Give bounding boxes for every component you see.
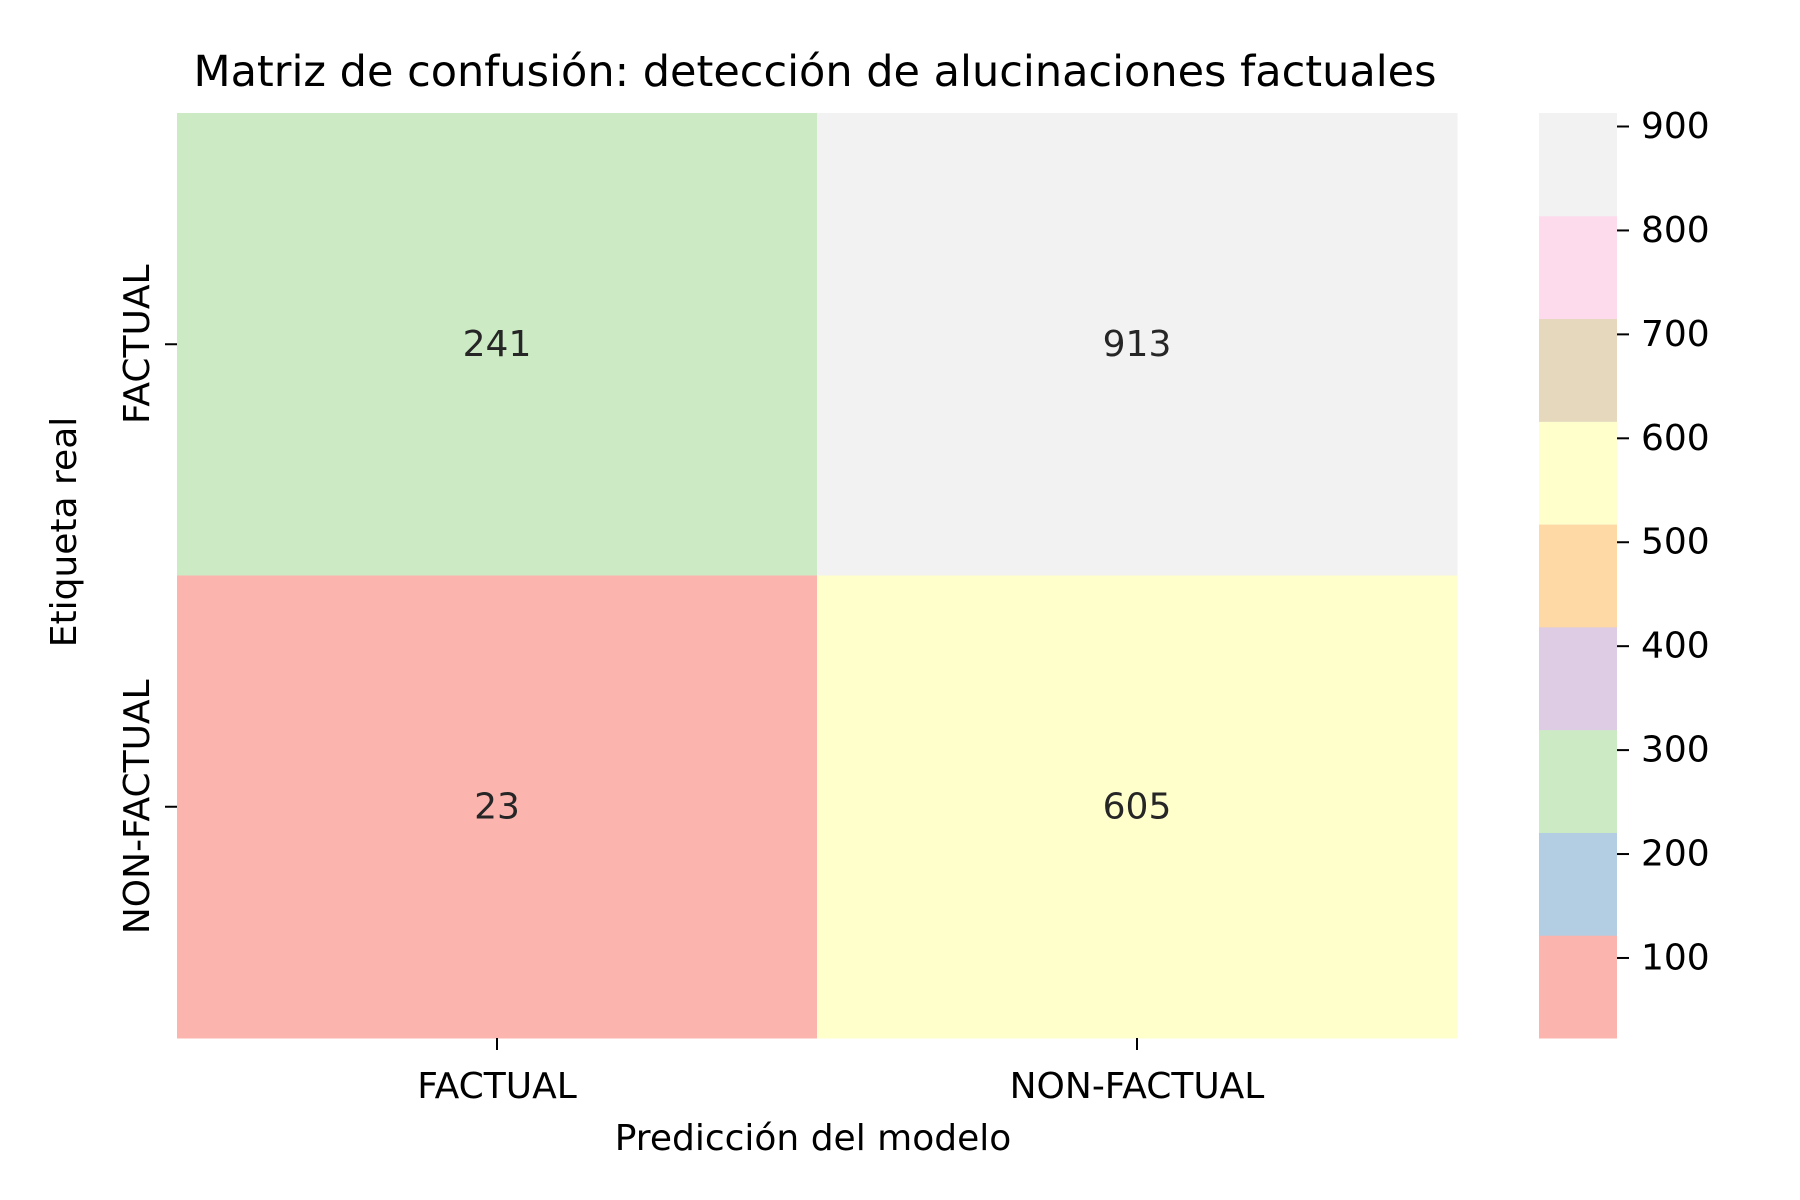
heatmap-cell-0-0 <box>177 113 818 576</box>
colorbar-tick-label-3: 400 <box>1641 626 1710 667</box>
cell-value-label-1-1: 605 <box>1103 786 1172 827</box>
y-axis: FACTUAL NON-FACTUAL <box>117 264 177 934</box>
colorbar-tick-label-0: 100 <box>1641 937 1710 978</box>
colorbar-band-3 <box>1539 626 1617 731</box>
colorbar-band-5 <box>1539 421 1617 525</box>
colorbar-tick-label-1: 200 <box>1641 834 1710 875</box>
heatmap-cell-labels: 241 913 23 605 <box>463 324 1172 828</box>
colorbar-band-6 <box>1539 318 1617 422</box>
heatmap-cell-0-1 <box>817 113 1458 576</box>
y-axis-label: Etiqueta real <box>44 417 85 648</box>
colorbar-band-4 <box>1539 524 1617 628</box>
cell-value-label-0-1: 913 <box>1103 324 1172 365</box>
cell-value-label-0-0: 241 <box>463 324 532 365</box>
colorbar-band-7 <box>1539 215 1617 320</box>
heatmap-cells <box>177 113 1458 1039</box>
x-tick-label-0: FACTUAL <box>417 1066 577 1107</box>
colorbar-band-2 <box>1539 729 1617 833</box>
chart-title: Matriz de confusión: detección de alucin… <box>193 47 1436 97</box>
x-axis: FACTUAL NON-FACTUAL <box>417 1038 1264 1107</box>
colorbar-band-1 <box>1539 832 1617 936</box>
colorbar-tick-label-7: 800 <box>1641 210 1710 251</box>
x-axis-label: Predicción del modelo <box>615 1118 1012 1159</box>
colorbar-tick-label-4: 500 <box>1641 522 1710 563</box>
colorbar-tick-label-8: 900 <box>1641 106 1710 147</box>
y-tick-label-0: FACTUAL <box>117 264 158 424</box>
colorbar-tick-label-5: 600 <box>1641 418 1710 459</box>
y-tick-label-1: NON-FACTUAL <box>117 679 158 934</box>
colorbar-band-0 <box>1539 935 1617 1039</box>
colorbar: 100 200 300 400 500 600 700 800 900 <box>1539 106 1710 1039</box>
cell-value-label-1-0: 23 <box>474 786 520 827</box>
x-tick-label-1: NON-FACTUAL <box>1010 1066 1265 1107</box>
colorbar-tick-label-6: 700 <box>1641 314 1710 355</box>
colorbar-band-8 <box>1539 113 1617 217</box>
colorbar-tick-label-2: 300 <box>1641 730 1710 771</box>
heatmap-cell-1-0 <box>177 575 818 1039</box>
heatmap-cell-1-1 <box>817 575 1458 1039</box>
